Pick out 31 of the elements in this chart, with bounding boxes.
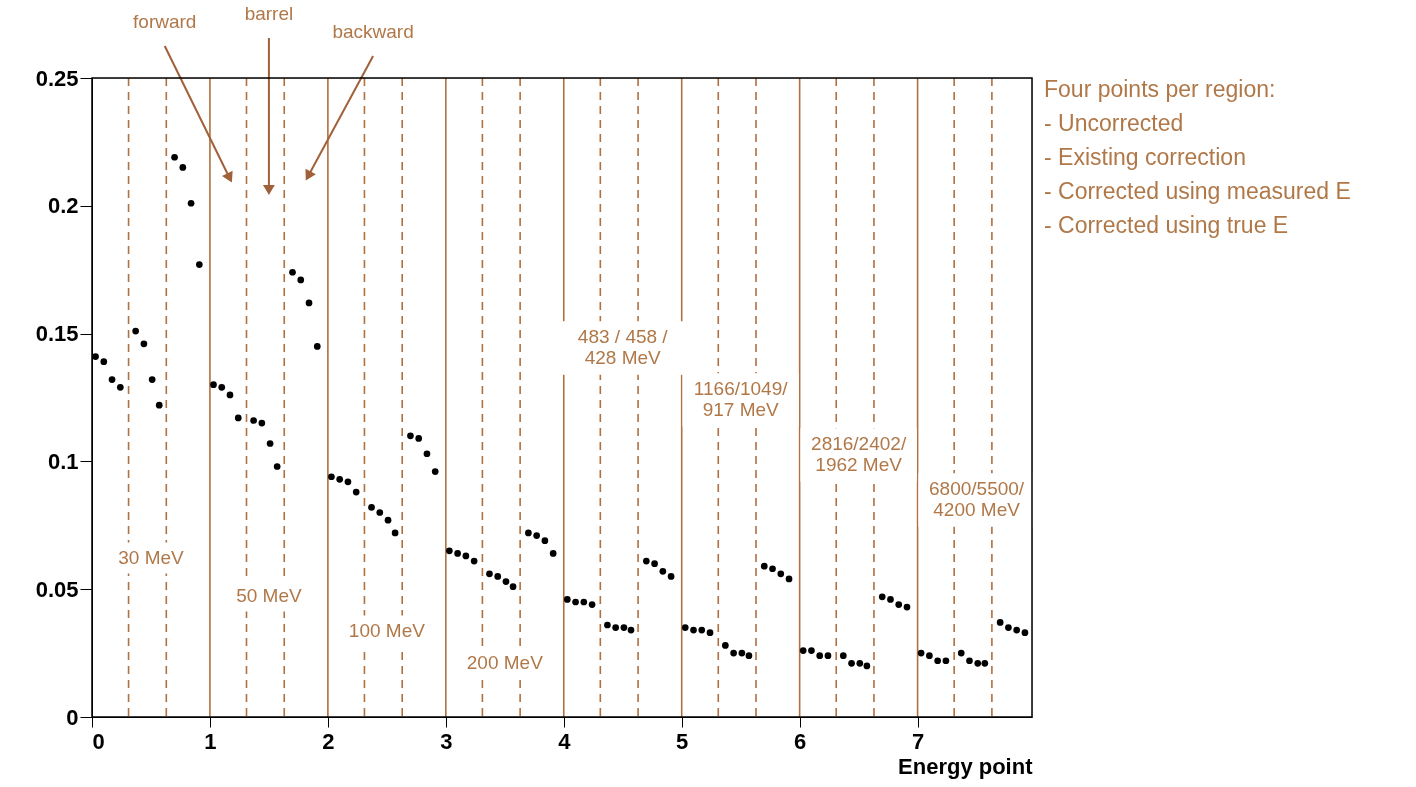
text: Four points per region: [1044, 76, 1276, 102]
text: - Corrected using measured E [1044, 178, 1351, 204]
annotation: 50 MeV [236, 585, 302, 606]
x-tick-label: 6 [794, 728, 807, 754]
text: - Corrected using true E [1044, 212, 1289, 238]
annotation: 30 MeV [118, 547, 185, 568]
annotation: 2816/2402/ 1962 MeV [811, 432, 907, 475]
y-tick-label: 0.15 [35, 321, 79, 347]
y-tick-label: 0 [66, 704, 79, 730]
annotation: 200 MeV [466, 652, 544, 673]
text: backward [332, 21, 414, 42]
text: barrel [244, 3, 294, 24]
y-tick-label: 0.25 [35, 65, 79, 91]
text: forward [133, 11, 197, 32]
y-tick-label: 0.1 [47, 448, 79, 474]
annotation: 483 / 458 / 428 MeV [577, 325, 669, 368]
y-tick-label: 0.2 [47, 193, 79, 219]
x-tick-label: 7 [911, 728, 925, 754]
x-tick-label: 2 [322, 728, 335, 754]
x-tick-label: 4 [558, 728, 572, 754]
annotation: 100 MeV [348, 620, 426, 641]
y-tick-label: 0.05 [35, 576, 79, 602]
text: - Existing correction [1044, 144, 1246, 170]
x-tick-label: 0 [92, 728, 105, 754]
x-tick-label: 1 [204, 728, 217, 754]
annotation: 1166/1049/ 917 MeV [693, 377, 789, 420]
text: - Uncorrected [1044, 110, 1184, 136]
x-axis-title: Energy point [898, 753, 1034, 779]
annotation: 6800/5500/ 4200 MeV [929, 477, 1025, 520]
x-tick-label: 3 [440, 728, 453, 754]
x-tick-label: 5 [676, 728, 689, 754]
